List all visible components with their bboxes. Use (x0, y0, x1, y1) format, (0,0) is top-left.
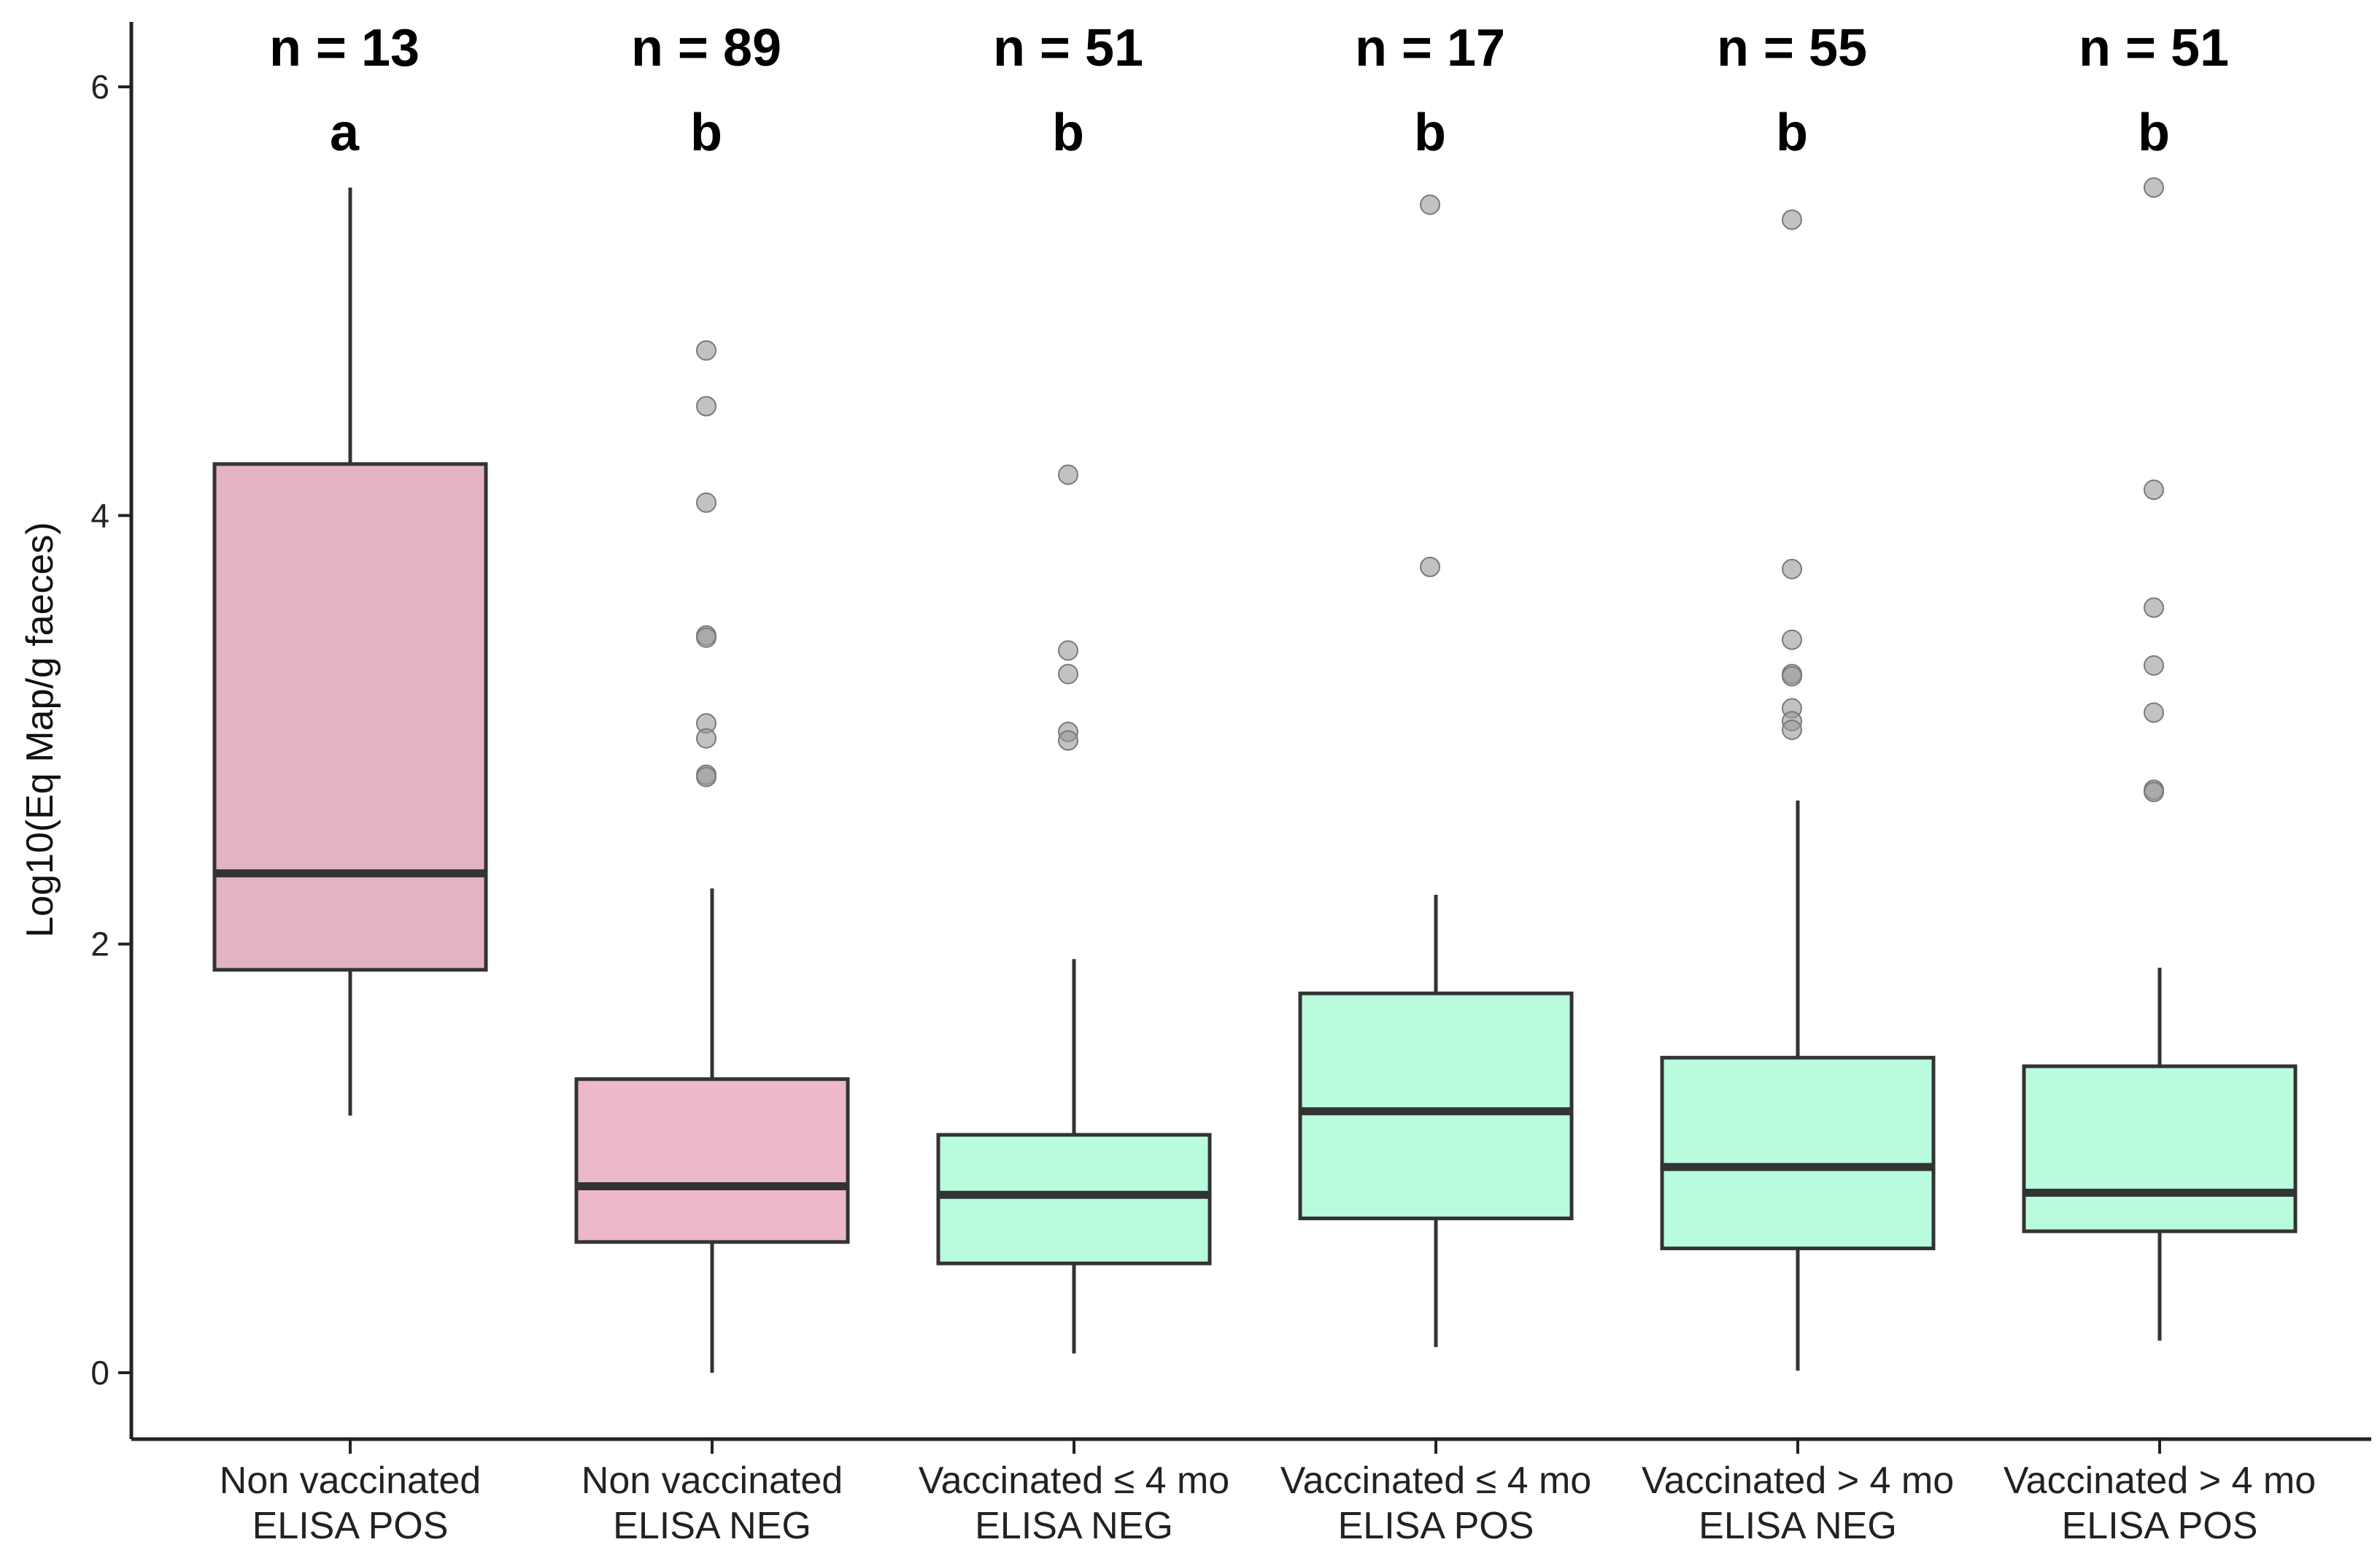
outlier-point (1420, 556, 1440, 577)
box (2022, 1064, 2298, 1233)
category-label-line2: ELISA POS (2062, 1505, 2258, 1547)
box (936, 1133, 1212, 1265)
outlier-point (1058, 663, 1078, 685)
n-label: n = 17 (1355, 19, 1505, 77)
outlier-point (696, 766, 716, 787)
outlier-point (1058, 464, 1078, 485)
significance-letter: b (690, 104, 722, 162)
outlier-point (1782, 209, 1802, 231)
n-label: n = 55 (1717, 19, 1867, 77)
y-tick-label: 0 (90, 1354, 109, 1392)
significance-letter: b (2138, 104, 2170, 162)
category-label-line1: Vaccinated > 4 mo (1642, 1460, 1954, 1502)
outlier-point (1420, 194, 1440, 215)
outlier-point (1058, 730, 1078, 751)
category-label-line1: Non vaccinated (582, 1460, 843, 1502)
box (1298, 991, 1574, 1221)
significance-letter: b (1414, 104, 1446, 162)
outlier-point (696, 627, 716, 648)
n-label: n = 51 (2079, 19, 2229, 77)
n-label: n = 89 (631, 19, 781, 77)
n-label: n = 51 (993, 19, 1143, 77)
outlier-point (1782, 666, 1802, 687)
box (574, 1077, 850, 1244)
significance-letter: b (1052, 104, 1084, 162)
outlier-point (696, 396, 716, 417)
category-label-line1: Vaccinated ≤ 4 mo (1280, 1460, 1591, 1502)
y-tick-label: 6 (90, 68, 109, 106)
outlier-point (2144, 655, 2164, 676)
outlier-point (1782, 720, 1802, 740)
box (212, 462, 488, 972)
outlier-point (2144, 597, 2164, 618)
axes: 0 2 4 6 (90, 22, 2371, 1454)
outlier-point (2144, 177, 2164, 199)
outlier-point (1782, 558, 1802, 579)
category-label-line2: ELISA NEG (613, 1505, 811, 1547)
category-label-line1: Vaccinated ≤ 4 mo (919, 1460, 1229, 1502)
outlier-point (1058, 640, 1078, 661)
n-label: n = 13 (269, 19, 420, 77)
outlier-point (696, 492, 716, 513)
significance-letter: a (330, 104, 360, 162)
y-axis-label: Log10(Eq Map/g faeces) (19, 522, 61, 937)
y-tick-label: 4 (90, 496, 109, 534)
outlier-point (696, 340, 716, 361)
category-label-line2: ELISA NEG (975, 1505, 1173, 1547)
significance-letter: b (1776, 104, 1808, 162)
category-label-line1: Vaccinated > 4 mo (2004, 1460, 2316, 1502)
outlier-point (696, 728, 716, 749)
category-label-line2: ELISA NEG (1699, 1505, 1897, 1547)
outlier-point (2144, 702, 2164, 723)
category-label-line1: Non vaccinated (220, 1460, 481, 1502)
boxes-layer (212, 177, 2298, 1373)
outlier-point (1782, 629, 1802, 650)
category-label-line2: ELISA POS (252, 1505, 449, 1547)
outlier-point (2144, 782, 2164, 803)
outlier-point (2144, 479, 2164, 501)
category-label-line2: ELISA POS (1338, 1505, 1534, 1547)
y-tick-label: 2 (90, 925, 109, 963)
box (1660, 1055, 1936, 1251)
